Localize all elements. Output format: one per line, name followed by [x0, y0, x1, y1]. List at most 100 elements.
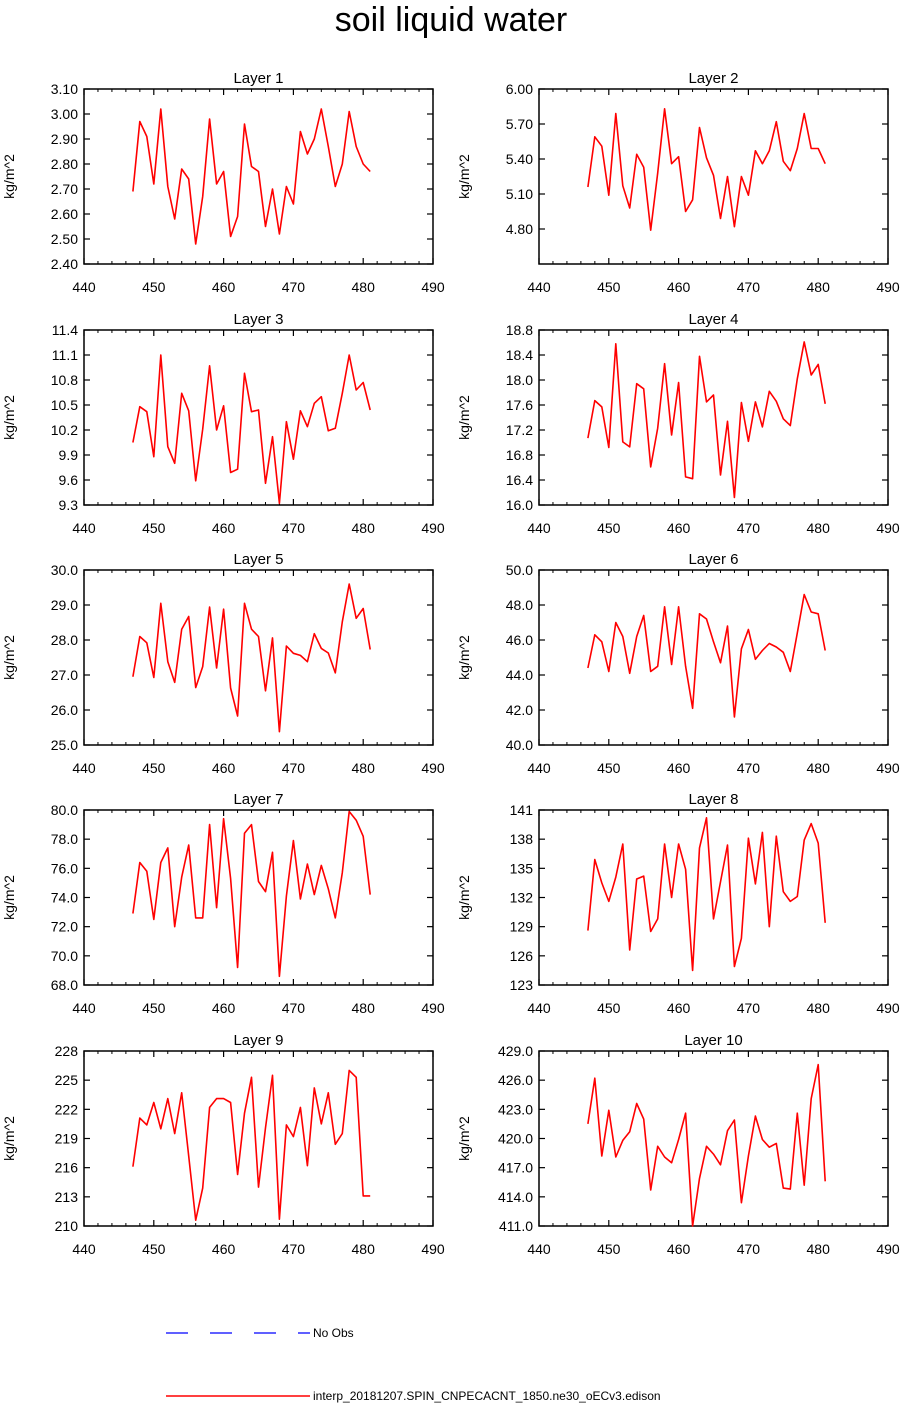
y-axis-label: kg/m^2: [456, 154, 472, 199]
y-tick-label: 18.0: [506, 372, 533, 388]
x-tick-label: 490: [876, 279, 900, 295]
series-line: [132, 583, 371, 733]
y-tick-label: 129: [510, 919, 534, 935]
series-line: [587, 593, 826, 718]
series-line: [587, 108, 826, 231]
y-tick-label: 2.50: [51, 231, 78, 247]
y-tick-label: 429.0: [498, 1043, 533, 1059]
x-tick-label: 440: [527, 760, 551, 776]
y-axis-label: kg/m^2: [456, 635, 472, 680]
y-tick-label: 27.0: [51, 667, 78, 683]
y-tick-label: 18.4: [506, 347, 533, 363]
y-tick-label: 42.0: [506, 702, 533, 718]
y-tick-label: 11.1: [52, 347, 78, 363]
x-tick-label: 480: [352, 760, 376, 776]
y-tick-label: 2.90: [51, 131, 78, 147]
x-tick-label: 480: [807, 1000, 831, 1016]
x-tick-label: 450: [142, 760, 166, 776]
y-axis-label: kg/m^2: [456, 1116, 472, 1161]
x-tick-label: 490: [421, 760, 445, 776]
x-tick-label: 460: [667, 1000, 691, 1016]
series-line: [587, 341, 826, 499]
y-axis-label: kg/m^2: [1, 635, 17, 680]
y-tick-label: 76.0: [51, 860, 78, 876]
y-axis-label: kg/m^2: [1, 395, 17, 440]
x-tick-label: 460: [212, 1241, 236, 1257]
y-tick-label: 68.0: [51, 977, 78, 993]
x-tick-label: 450: [597, 520, 621, 536]
chart-title: Layer 6: [688, 551, 738, 568]
x-tick-label: 450: [597, 279, 621, 295]
y-tick-label: 26.0: [51, 702, 78, 718]
page-title: soil liquid water: [334, 1, 568, 39]
plot-frame: [538, 88, 889, 265]
series-line: [132, 810, 371, 978]
y-tick-label: 70.0: [51, 948, 78, 964]
x-tick-label: 480: [807, 520, 831, 536]
x-tick-label: 490: [876, 520, 900, 536]
chart-panel-8: Layer 8 kg/m^2 440 450 460 470 480 490 123 126 129…: [456, 791, 900, 1016]
x-tick-label: 490: [421, 1241, 445, 1257]
x-tick-label: 450: [142, 279, 166, 295]
x-tick-label: 470: [737, 760, 761, 776]
y-tick-label: 46.0: [506, 632, 533, 648]
plot-frame: [538, 329, 889, 506]
y-tick-label: 9.6: [59, 472, 79, 488]
x-tick-label: 470: [282, 279, 306, 295]
y-axis-label: kg/m^2: [456, 875, 472, 920]
y-tick-label: 123: [510, 977, 534, 993]
series-line: [132, 1069, 371, 1221]
chart-title: Layer 4: [688, 311, 738, 328]
y-tick-label: 80.0: [51, 802, 78, 818]
y-tick-label: 16.4: [506, 472, 533, 488]
x-tick-label: 450: [597, 1000, 621, 1016]
chart-panel-4: Layer 4 kg/m^2 440 450 460 470 480 490 16.0 16.4 1…: [456, 311, 900, 536]
chart-title: Layer 9: [233, 1032, 283, 1049]
chart-panel-9: Layer 9 kg/m^2 440 450 460 470 480 490 210 213 216…: [1, 1032, 445, 1257]
y-tick-label: 423.0: [498, 1101, 533, 1117]
x-tick-label: 470: [282, 1000, 306, 1016]
x-tick-label: 460: [667, 279, 691, 295]
y-tick-label: 29.0: [51, 597, 78, 613]
y-tick-label: 48.0: [506, 597, 533, 613]
y-tick-label: 28.0: [51, 632, 78, 648]
y-tick-label: 414.0: [498, 1189, 533, 1205]
x-tick-label: 480: [352, 1241, 376, 1257]
y-tick-label: 3.00: [51, 106, 78, 122]
plot-frame: [83, 88, 434, 265]
chart-panel-2: Layer 2 kg/m^2 440 450 460 470 480 490 4.80 5.10 5…: [456, 70, 900, 295]
chart-panel-3: Layer 3 kg/m^2 440 450 460 470 480 490 9.3 9.6 9.9…: [1, 311, 445, 536]
y-tick-label: 426.0: [498, 1072, 533, 1088]
y-tick-label: 126: [510, 948, 534, 964]
y-tick-label: 228: [55, 1043, 79, 1059]
y-tick-label: 2.60: [51, 206, 78, 222]
y-tick-label: 40.0: [506, 737, 533, 753]
y-tick-label: 25.0: [51, 737, 78, 753]
x-tick-label: 450: [142, 520, 166, 536]
y-tick-label: 9.9: [59, 447, 79, 463]
x-tick-label: 460: [212, 760, 236, 776]
x-tick-label: 480: [352, 520, 376, 536]
y-tick-label: 18.8: [506, 322, 533, 338]
x-tick-label: 450: [142, 1241, 166, 1257]
x-tick-label: 470: [737, 1241, 761, 1257]
x-tick-label: 480: [807, 279, 831, 295]
y-tick-label: 10.8: [51, 372, 78, 388]
y-axis-label: kg/m^2: [1, 1116, 17, 1161]
y-tick-label: 4.80: [506, 221, 533, 237]
series-line: [132, 354, 371, 505]
x-tick-label: 440: [72, 279, 96, 295]
x-tick-label: 440: [72, 520, 96, 536]
y-tick-label: 216: [55, 1160, 79, 1176]
y-tick-label: 74.0: [51, 890, 78, 906]
chart-panel-10: Layer 10 kg/m^2 440 450 460 470 480 490 411.0 414…: [456, 1032, 900, 1257]
x-tick-label: 440: [72, 1000, 96, 1016]
x-tick-label: 490: [421, 520, 445, 536]
chart-title: Layer 8: [688, 791, 738, 808]
y-tick-label: 222: [55, 1101, 79, 1117]
y-tick-label: 5.40: [506, 151, 533, 167]
y-tick-label: 16.8: [506, 447, 533, 463]
y-tick-label: 219: [55, 1131, 79, 1147]
x-tick-label: 490: [876, 1000, 900, 1016]
